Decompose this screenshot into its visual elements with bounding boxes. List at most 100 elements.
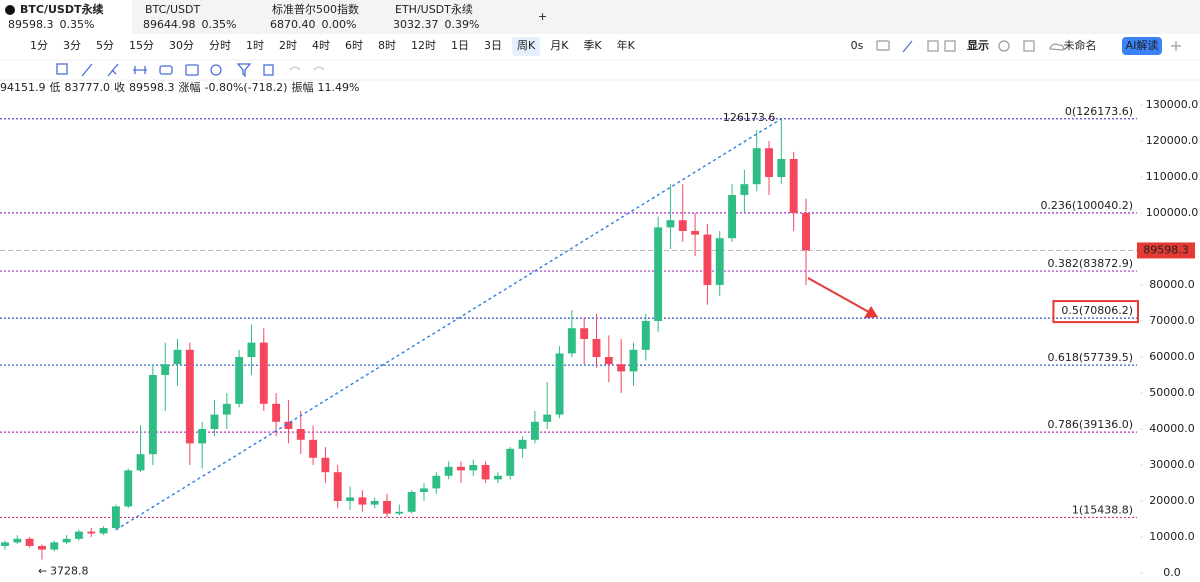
camera-icon[interactable]	[876, 40, 890, 51]
tool-icon[interactable]	[210, 64, 222, 76]
candle-body	[617, 364, 626, 372]
candle-body	[555, 353, 564, 415]
candle-body	[715, 238, 724, 285]
candle-body	[284, 421, 293, 429]
candle-body	[13, 538, 22, 543]
tool-icon[interactable]	[289, 66, 325, 71]
candle-body	[198, 429, 207, 444]
interval-button[interactable]: 1时	[246, 39, 264, 52]
interval-button[interactable]: 年K	[617, 38, 636, 52]
tab-name[interactable]: 标准普尔500指数	[272, 2, 359, 16]
interval-button[interactable]: 6时	[345, 39, 363, 52]
interval-button[interactable]: 12时	[411, 39, 436, 52]
candle-body	[333, 472, 342, 501]
layout-name[interactable]: 未命名	[1064, 38, 1097, 52]
candle-body	[309, 439, 318, 458]
tab-name[interactable]: BTC/USDT	[145, 3, 201, 16]
interval-button[interactable]: 8时	[378, 39, 396, 52]
price-axis	[1140, 96, 1200, 582]
fib-label: 0.5(70806.2)	[1061, 304, 1133, 317]
tab-bar	[0, 0, 1200, 34]
fib-label: 0.618(57739.5)	[1047, 351, 1133, 364]
candle-body	[543, 414, 552, 422]
candle-body	[789, 159, 798, 213]
candle-body	[518, 439, 527, 449]
candle-body	[740, 184, 749, 195]
candle-body	[592, 339, 601, 357]
tool-icon[interactable]	[185, 64, 199, 76]
y-tick-label: 30000.0	[1149, 458, 1195, 471]
interval-button[interactable]: 3日	[484, 39, 502, 52]
ohlc-item: 涨幅	[179, 81, 201, 94]
candle-body	[777, 159, 786, 177]
interval-button[interactable]: 季K	[583, 39, 602, 52]
ai-button[interactable]	[1122, 37, 1162, 55]
fullscreen-icon[interactable]	[1023, 40, 1035, 52]
active-tab[interactable]	[0, 0, 132, 34]
tool-icon[interactable]	[263, 64, 274, 76]
tab-price: 89598.3	[8, 18, 54, 31]
y-tick-label: 60000.0	[1149, 350, 1195, 363]
add-tab[interactable]: +	[538, 10, 547, 23]
candle-body	[111, 506, 120, 528]
candle-body	[444, 466, 453, 476]
tool-icon[interactable]	[107, 63, 119, 77]
y-tick-label: 0.0	[1163, 566, 1181, 579]
candle-body	[457, 466, 465, 471]
low-arrow: ←	[38, 565, 47, 578]
interval-button[interactable]: 2时	[279, 39, 297, 52]
candle-body	[173, 349, 182, 365]
candle-body	[395, 511, 404, 514]
screen-icon[interactable]	[944, 40, 956, 52]
candle-body	[222, 403, 231, 415]
interval-button[interactable]: 分时	[209, 39, 231, 52]
candle-body	[666, 220, 675, 228]
candle-body	[802, 213, 810, 251]
tab-price: 3032.37	[393, 18, 439, 31]
copy-icon[interactable]	[927, 40, 939, 52]
fib-label: 0.382(83872.9)	[1047, 257, 1133, 270]
candle-body	[50, 542, 59, 550]
interval-button[interactable]: 周K	[517, 39, 536, 52]
candle-body	[641, 321, 650, 350]
candle-body	[765, 148, 773, 177]
candle-body	[272, 403, 281, 422]
tool-icon[interactable]	[56, 63, 68, 75]
drawing-tools	[56, 63, 325, 78]
interval-button[interactable]: 3分	[63, 39, 81, 52]
settings-icon[interactable]	[998, 40, 1010, 52]
y-tick-label: 100000.0	[1146, 206, 1199, 219]
ai-button-label[interactable]: AI解读	[1126, 38, 1159, 52]
tool-icon[interactable]	[133, 66, 147, 74]
candle-body	[74, 531, 83, 539]
interval-button[interactable]: 1分	[30, 39, 48, 52]
tab-change: 0.35%	[202, 18, 237, 31]
candle-body	[703, 234, 712, 285]
interval-button[interactable]: 4时	[312, 39, 330, 52]
cloud-icon[interactable]	[1049, 43, 1065, 51]
display-button[interactable]: 显示	[967, 39, 989, 52]
countdown: 0s	[851, 39, 864, 52]
interval-button[interactable]: 5分	[96, 39, 114, 52]
candle-body	[752, 148, 761, 185]
interval-button[interactable]: 30分	[169, 39, 194, 52]
tool-icon[interactable]	[236, 63, 252, 78]
tool-icon[interactable]	[81, 63, 93, 77]
candle-body	[99, 528, 108, 534]
high-label: 126173.6	[723, 111, 776, 124]
tab-change: 0.00%	[322, 18, 357, 31]
tab-name[interactable]: BTC/USDT永续	[20, 2, 103, 16]
interval-button[interactable]: 15分	[129, 39, 154, 52]
interval-button[interactable]: 月K	[550, 39, 569, 52]
candle-body	[1, 542, 9, 546]
tool-icon[interactable]	[159, 65, 173, 75]
candle-body	[629, 349, 638, 372]
fib-label: 1(15438.8)	[1072, 503, 1133, 516]
tab-name[interactable]: ETH/USDT永续	[395, 2, 473, 16]
interval-button[interactable]: 1日	[451, 39, 469, 52]
candle-body	[580, 328, 589, 339]
y-tick-label: 10000.0	[1149, 530, 1195, 543]
more-icon[interactable]	[1171, 41, 1181, 51]
candle-body	[506, 448, 515, 476]
pen-icon[interactable]	[902, 40, 913, 53]
